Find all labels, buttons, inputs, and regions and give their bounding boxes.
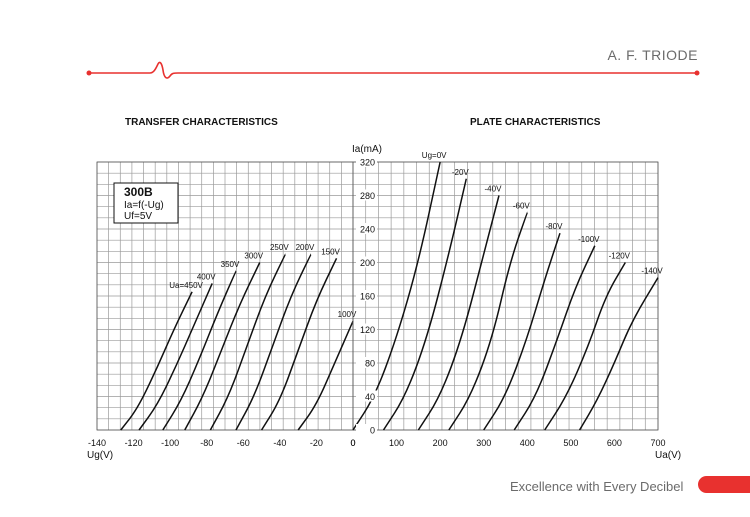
series-label-100v: 100V: [338, 310, 357, 319]
y-tick-label: 200: [360, 258, 375, 268]
x-tick-label: 100: [389, 438, 404, 448]
x-tick-label: -40: [273, 438, 286, 448]
series-line-100v: [513, 245, 596, 431]
x-tick-label: -120: [125, 438, 143, 448]
transfer-x-ticks: -140 -120 -100 -80 -60 -40 -20 0: [88, 438, 356, 448]
x-tick-label: -140: [88, 438, 106, 448]
series-line-100v: [297, 320, 354, 431]
y-tick-bg: [356, 189, 377, 201]
x-tick-label: -80: [200, 438, 213, 448]
header-accent-line: [86, 61, 700, 79]
x-tick-label: -60: [237, 438, 250, 448]
plate-series: [352, 161, 659, 431]
tube-name: 300B: [124, 185, 153, 199]
transfer-x-axis-label: Ug(V): [87, 450, 113, 461]
y-tick-label: 40: [365, 392, 375, 402]
y-tick-label: 280: [360, 191, 375, 201]
plate-y-axis-label: Ia(mA): [352, 144, 382, 155]
legend-box-frame: [113, 182, 179, 224]
footer-slogan: Excellence with Every Decibel: [510, 479, 684, 494]
series-label-ua-450v: Ua=450V: [169, 281, 203, 290]
series-label-140v: -140V: [641, 267, 663, 276]
x-tick-label: 0: [350, 438, 355, 448]
plate-grid: [352, 161, 659, 431]
series-line-140v: [578, 277, 659, 431]
header-title: A. F. TRIODE: [607, 47, 698, 63]
transfer-legend-box: 300B Ia=f(-Ug) Uf=5V: [113, 182, 179, 224]
x-tick-label: 200: [433, 438, 448, 448]
y-tick-label: 240: [360, 225, 375, 235]
footer-accent-bar: [698, 476, 750, 493]
series-label-350v: 350V: [221, 260, 240, 269]
legend-line-2: Uf=5V: [124, 211, 152, 222]
series-line-ua-450v: [120, 291, 193, 431]
y-tick-bg: [356, 323, 377, 335]
series-line-40v: [417, 195, 500, 431]
series-label-100v: -100V: [578, 235, 600, 244]
y-tick-label: 0: [370, 426, 375, 436]
series-line-200v: [235, 253, 312, 431]
series-label-150v: 150V: [321, 247, 340, 256]
transfer-chart-title: TRANSFER CHARACTERISTICS: [125, 117, 278, 128]
x-tick-label: 400: [520, 438, 535, 448]
x-tick-label: 300: [476, 438, 491, 448]
x-tick-label: 500: [563, 438, 578, 448]
series-line-300v: [184, 262, 261, 431]
y-tick-bg: [356, 357, 377, 368]
transfer-grid: [96, 161, 354, 431]
series-line-250v: [209, 253, 287, 431]
plot-frame: [352, 161, 659, 431]
series-line-120v: [544, 262, 627, 431]
x-tick-label: 0: [350, 438, 355, 448]
series-line-350v: [162, 270, 237, 431]
x-tick-label: 700: [650, 438, 665, 448]
plate-x-axis-label: Ua(V): [655, 450, 681, 461]
y-tick-bg: [356, 290, 377, 301]
y-tick-bg: [356, 256, 377, 268]
y-tick-bg: [356, 390, 377, 402]
x-tick-label: 600: [607, 438, 622, 448]
series-label-250v: 250V: [270, 243, 289, 252]
plate-chart: PLATE CHARACTERISTICS Ia(mA) Ug=0V -20V -4…: [350, 117, 681, 461]
series-label-200v: 200V: [296, 243, 315, 252]
series-label-40v: -40V: [485, 185, 503, 194]
y-tick-label: 160: [360, 292, 375, 302]
plate-chart-title: PLATE CHARACTERISTICS: [470, 117, 601, 128]
series-line-400v: [138, 283, 213, 431]
series-line-ug-0v: [352, 161, 441, 431]
legend-line-1: Ia=f(-Ug): [124, 200, 164, 211]
series-line-20v: [382, 178, 468, 431]
x-tick-label: -20: [310, 438, 323, 448]
x-tick-label: -100: [161, 438, 179, 448]
header-line-pulse: [89, 61, 697, 79]
plate-y-ticks: 0 40 80 120 160 200 240 280 320: [356, 156, 377, 436]
series-label-20v: -20V: [452, 168, 470, 177]
y-tick-label: 80: [365, 359, 375, 369]
series-line-60v: [448, 211, 528, 431]
series-label-ug-0v: Ug=0V: [422, 151, 447, 160]
transfer-series: [120, 253, 354, 431]
plate-x-ticks: 0 100 200 300 400 500 600 700: [350, 438, 665, 448]
series-label-60v: -60V: [513, 201, 531, 210]
header-line-end-dot: [694, 70, 700, 76]
series-label-80v: -80V: [546, 222, 564, 231]
y-tick-bg: [356, 424, 377, 435]
plate-series-labels: Ug=0V -20V -40V -60V -80V -100V -120V -140V: [422, 151, 664, 276]
y-tick-label: 320: [360, 158, 375, 168]
series-label-300v: 300V: [244, 252, 263, 261]
series-line-80v: [483, 232, 561, 431]
series-label-400v: 400V: [197, 272, 216, 281]
y-tick-label: 120: [360, 325, 375, 335]
series-line-150v: [260, 257, 338, 431]
y-tick-bg: [356, 156, 377, 167]
y-tick-bg: [356, 223, 377, 234]
series-label-120v: -120V: [609, 252, 631, 261]
